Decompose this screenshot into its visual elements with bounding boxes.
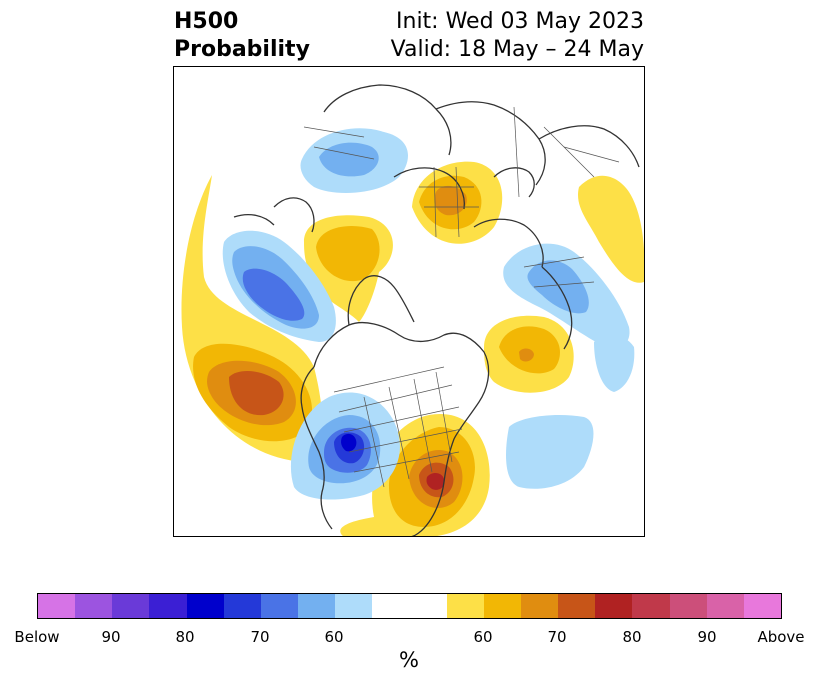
colorbar-tick-label: 80: [175, 628, 195, 646]
coastlines: [233, 84, 640, 536]
colorbar-segment: [558, 594, 596, 618]
colorbar-tick-label: 60: [473, 628, 493, 646]
colorbar-segment: [706, 594, 744, 618]
arctic-above-65: [316, 226, 380, 282]
siberia-above-70: [434, 185, 467, 216]
title-product: Probability: [174, 37, 310, 62]
colorbar-segment: [298, 594, 336, 618]
colorbar-segment: [38, 594, 76, 618]
title-init-date: Init: Wed 03 May 2023: [396, 9, 644, 34]
probability-map: [181, 84, 644, 536]
ne-pacific-above-75: [229, 370, 284, 416]
chart-title-right: Init: Wed 03 May 2023 Valid: 18 May – 24…: [391, 8, 644, 64]
colorbar-segment: [595, 594, 633, 618]
chart-title-left: H500 Probability: [174, 8, 310, 64]
eastern-us-above-80: [426, 473, 445, 490]
colorbar-segment: [632, 594, 670, 618]
colorbar-tick-label: 70: [250, 628, 270, 646]
west-na-below-80: [341, 433, 357, 452]
colorbar-segment: [260, 594, 299, 618]
bering-below-70: [242, 268, 305, 321]
colorbar-segment: [112, 594, 150, 618]
colorbar-tick-label: Below: [14, 628, 60, 646]
colorbar-tick-label: 60: [324, 628, 344, 646]
colorbar-tick-label: 90: [697, 628, 717, 646]
n-atlantic-above-70: [519, 348, 534, 362]
map-panel: [173, 66, 645, 537]
colorbar-tick-label: 80: [622, 628, 642, 646]
colorbar-segment: [446, 594, 484, 618]
colorbar-segment: [75, 594, 113, 618]
colorbar-tick-label: Above: [757, 628, 805, 646]
colorbar-segment: [149, 594, 187, 618]
colorbar-segment: [186, 594, 224, 618]
colorbar-segment: [743, 594, 782, 618]
political-borders: [303, 106, 620, 488]
asia-edge-above-60: [578, 175, 644, 283]
colorbar-tick-label: 90: [101, 628, 121, 646]
title-variable: H500: [174, 9, 239, 34]
atlantic-below-60: [506, 415, 594, 489]
kamchatka-below-60: [594, 335, 635, 392]
colorbar-segment: [335, 594, 373, 618]
colorbar-unit-label: %: [399, 648, 419, 672]
colorbar-segment: [372, 594, 447, 618]
title-valid-range: Valid: 18 May – 24 May: [390, 37, 644, 62]
colorbar-tick-label: 70: [547, 628, 567, 646]
colorbar-segment: [521, 594, 559, 618]
russia-below-65: [527, 260, 589, 314]
probability-colorbar: [37, 593, 782, 619]
colorbar-segment: [223, 594, 261, 618]
colorbar-segment: [669, 594, 707, 618]
colorbar-segment: [483, 594, 522, 618]
